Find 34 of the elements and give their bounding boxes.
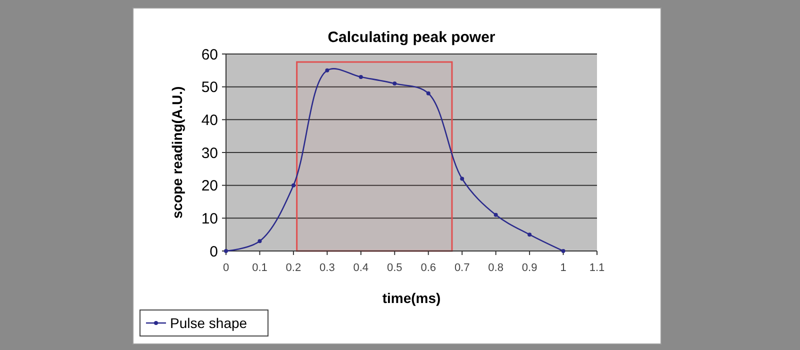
point xyxy=(561,249,566,253)
y-tick-label: 50 xyxy=(201,79,218,96)
x-tick-label: 0.6 xyxy=(420,262,436,274)
x-tick-label: 0.7 xyxy=(454,262,470,274)
point xyxy=(358,74,363,79)
chart-title: Calculating peak power xyxy=(328,29,496,46)
x-axis-title: time(ms) xyxy=(382,290,441,306)
x-tick-label: 0.2 xyxy=(286,262,302,274)
y-tick-label: 10 xyxy=(201,210,218,228)
y-axis-title: scope reading(A.U.) xyxy=(169,86,185,219)
point xyxy=(392,82,397,86)
point xyxy=(224,249,228,253)
x-tick-label: 0.3 xyxy=(320,262,335,274)
x-tick-label: 0.8 xyxy=(488,262,504,274)
y-tick-label: 0 xyxy=(210,243,218,260)
x-tick-label: 0 xyxy=(222,262,230,274)
x-tick-label: 1 xyxy=(560,262,566,274)
x-tick-label: 0.5 xyxy=(386,262,402,274)
y-tick-label: 20 xyxy=(201,178,218,195)
y-tick-label: 60 xyxy=(201,46,218,64)
point xyxy=(258,239,262,244)
y-tick-label: 30 xyxy=(201,144,218,162)
point xyxy=(426,91,430,96)
point xyxy=(325,68,330,72)
x-tick-label: 0.1 xyxy=(252,262,268,274)
point xyxy=(460,176,464,181)
y-tick-label: 40 xyxy=(201,112,218,129)
x-tick-label: 1.1 xyxy=(589,262,605,274)
point xyxy=(494,212,498,217)
point xyxy=(528,232,532,237)
legend-label: Pulse shape xyxy=(170,314,248,331)
point xyxy=(291,183,296,188)
x-tick-label: 0.9 xyxy=(522,262,538,274)
x-tick-label: 0.4 xyxy=(353,262,369,274)
